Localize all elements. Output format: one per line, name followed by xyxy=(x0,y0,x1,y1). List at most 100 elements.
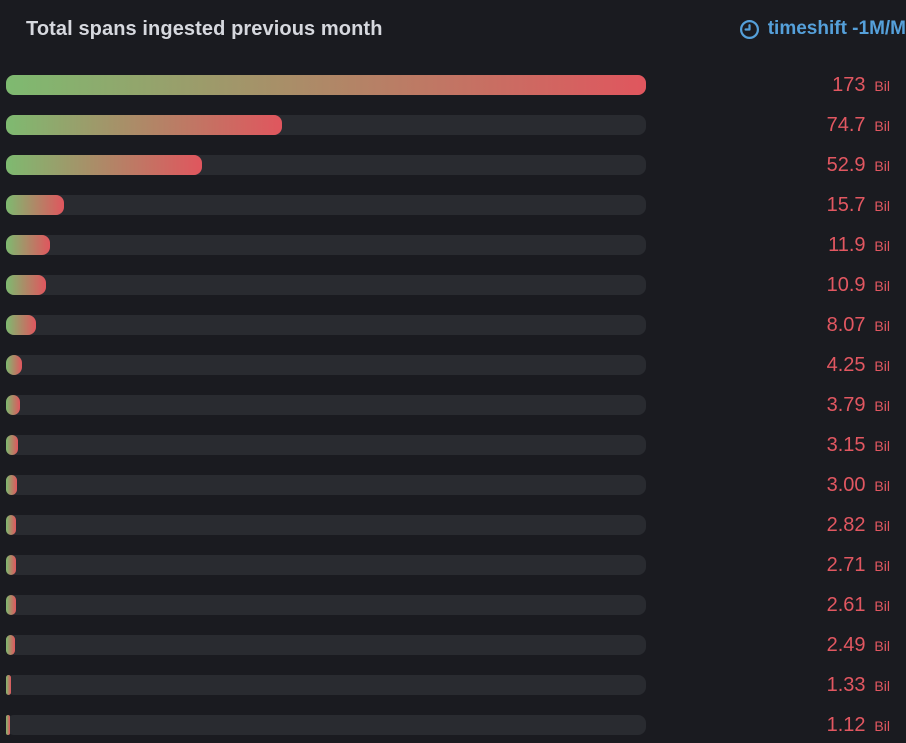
bar-value: 10.9 Bil xyxy=(646,275,906,295)
bar-value: 2.71 Bil xyxy=(646,555,906,575)
value-suffix: Bil xyxy=(870,238,890,254)
bar-value: 3.79 Bil xyxy=(646,395,906,415)
clock-icon xyxy=(739,19,760,40)
bar-value: 2.61 Bil xyxy=(646,595,906,615)
value-suffix: Bil xyxy=(870,278,890,294)
value-number: 173 xyxy=(832,74,866,96)
value-suffix: Bil xyxy=(870,318,890,334)
value-suffix: Bil xyxy=(870,198,890,214)
value-suffix: Bil xyxy=(870,678,890,694)
bar-fill xyxy=(6,555,17,575)
bar-value: 173 Bil xyxy=(646,75,906,95)
bar-row: 2.82 Bil xyxy=(0,505,906,545)
value-suffix: Bil xyxy=(870,158,890,174)
value-suffix: Bil xyxy=(870,518,890,534)
value-number: 2.82 xyxy=(826,514,866,536)
bar-row: 52.9 Bil xyxy=(0,145,906,185)
bar-row: 74.7 Bil xyxy=(0,105,906,145)
bar-track xyxy=(6,355,646,375)
value-number: 74.7 xyxy=(826,114,866,136)
bar-area xyxy=(6,395,646,415)
panel-header: Total spans ingested previous month time… xyxy=(0,0,906,58)
bar-row: 3.00 Bil xyxy=(0,465,906,505)
value-number: 3.79 xyxy=(826,394,866,416)
bar-fill xyxy=(6,515,17,535)
bar-fill xyxy=(6,355,22,375)
value-number: 1.12 xyxy=(826,714,866,736)
bar-row: 2.61 Bil xyxy=(0,585,906,625)
bar-area xyxy=(6,715,646,735)
bar-value: 1.33 Bil xyxy=(646,675,906,695)
bar-area xyxy=(6,435,646,455)
bar-rows: 173 Bil 74.7 Bil 52.9 Bil 15.7 Bil xyxy=(0,65,906,743)
bar-fill xyxy=(6,635,16,655)
bar-track xyxy=(6,275,646,295)
bar-value: 4.25 Bil xyxy=(646,355,906,375)
bar-track xyxy=(6,675,646,695)
bar-area xyxy=(6,75,646,95)
value-number: 4.25 xyxy=(826,354,866,376)
bar-area xyxy=(6,155,646,175)
value-suffix: Bil xyxy=(870,718,890,734)
bar-row: 11.9 Bil xyxy=(0,225,906,265)
panel-title[interactable]: Total spans ingested previous month xyxy=(26,17,383,40)
value-number: 3.00 xyxy=(826,474,866,496)
bar-row: 4.25 Bil xyxy=(0,345,906,385)
bar-area xyxy=(6,115,646,135)
value-number: 1.33 xyxy=(826,674,866,696)
bar-value: 3.15 Bil xyxy=(646,435,906,455)
bar-row: 1.12 Bil xyxy=(0,705,906,743)
bar-fill xyxy=(6,395,21,415)
bar-row: 8.07 Bil xyxy=(0,305,906,345)
bar-fill xyxy=(6,75,646,95)
bar-fill xyxy=(6,475,18,495)
bar-track xyxy=(6,235,646,255)
bar-row: 3.15 Bil xyxy=(0,425,906,465)
bar-fill xyxy=(6,675,11,695)
value-number: 2.71 xyxy=(826,554,866,576)
bar-area xyxy=(6,195,646,215)
value-number: 15.7 xyxy=(826,194,866,216)
value-number: 2.61 xyxy=(826,594,866,616)
bar-value: 15.7 Bil xyxy=(646,195,906,215)
bar-value: 2.82 Bil xyxy=(646,515,906,535)
bar-area xyxy=(6,515,646,535)
bar-value: 2.49 Bil xyxy=(646,635,906,655)
value-suffix: Bil xyxy=(870,398,890,414)
bar-row: 2.71 Bil xyxy=(0,545,906,585)
bar-track xyxy=(6,315,646,335)
bar-value: 8.07 Bil xyxy=(646,315,906,335)
value-number: 2.49 xyxy=(826,634,866,656)
bar-track xyxy=(6,435,646,455)
bar-area xyxy=(6,275,646,295)
bar-fill xyxy=(6,195,65,215)
bar-fill xyxy=(6,715,11,735)
bar-fill xyxy=(6,155,202,175)
bar-area xyxy=(6,315,646,335)
timeshift-label: timeshift -1M/M xyxy=(767,18,906,39)
value-number: 3.15 xyxy=(826,434,866,456)
bar-fill xyxy=(6,115,283,135)
bar-track xyxy=(6,195,646,215)
value-suffix: Bil xyxy=(870,638,890,654)
value-suffix: Bil xyxy=(870,558,890,574)
bar-value: 52.9 Bil xyxy=(646,155,906,175)
bar-row: 15.7 Bil xyxy=(0,185,906,225)
bar-area xyxy=(6,635,646,655)
bar-value: 1.12 Bil xyxy=(646,715,906,735)
value-number: 52.9 xyxy=(826,154,866,176)
bar-fill xyxy=(6,595,16,615)
value-suffix: Bil xyxy=(870,78,890,94)
bar-track xyxy=(6,395,646,415)
value-number: 8.07 xyxy=(826,314,866,336)
value-suffix: Bil xyxy=(870,598,890,614)
bar-value: 74.7 Bil xyxy=(646,115,906,135)
bar-row: 1.33 Bil xyxy=(0,665,906,705)
value-suffix: Bil xyxy=(870,438,890,454)
bar-track xyxy=(6,515,646,535)
value-number: 11.9 xyxy=(828,234,866,256)
value-suffix: Bil xyxy=(870,478,890,494)
bar-row: 2.49 Bil xyxy=(0,625,906,665)
timeshift-indicator: timeshift -1M/M xyxy=(739,0,906,58)
